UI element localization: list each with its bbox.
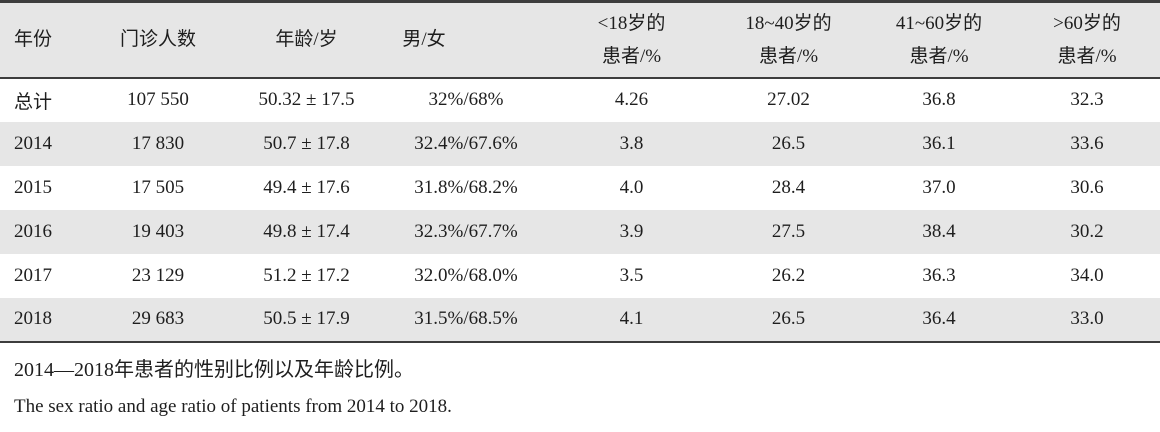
cell-male-female: 32.4%/67.6% [382, 121, 550, 166]
cell-outpatient-count: 107 550 [127, 89, 189, 110]
cell-male-female: 32%/68% [428, 89, 504, 110]
table-row-2014: 2014 17 830 50.7 ± 17.8 32.4%/67.6% 3.8 … [0, 121, 1160, 166]
col-header-label-line2: 患者/% [909, 45, 969, 67]
cell-41to60: 38.4 [864, 209, 1014, 254]
col-header-over60: >60岁的 患者/% [1014, 1, 1160, 79]
table-caption: 2014—2018年患者的性别比例以及年龄比例。 The sex ratio a… [0, 343, 1160, 421]
cell-18to40: 26.5 [713, 297, 864, 342]
cell-over60: 30.6 [1070, 176, 1104, 198]
cell-male-female: 32.0%/68.0% [414, 264, 518, 286]
cell-under18: 3.8 [550, 121, 713, 166]
cell-over60: 34.0 [1070, 264, 1104, 286]
cell-18to40: 27.5 [713, 209, 864, 254]
cell-age: 50.5 ± 17.9 [231, 297, 382, 342]
cell-age: 49.8 ± 17.4 [231, 209, 382, 254]
col-header-label-line2: 患者/% [601, 45, 662, 67]
cell-over60: 30.2 [1014, 209, 1160, 254]
cell-year: 总计 [14, 91, 53, 113]
col-header-label-line1: 41~60岁的 [895, 12, 983, 34]
cell-under18: 4.1 [550, 297, 713, 342]
cell-under18: 3.9 [550, 209, 713, 254]
cell-under18: 4.26 [614, 89, 649, 110]
cell-year: 2014 [0, 121, 85, 166]
cell-41to60: 36.1 [864, 121, 1014, 166]
cell-41to60: 37.0 [922, 176, 956, 198]
col-header-under18: <18岁的 患者/% [550, 1, 713, 79]
cell-year: 2015 [14, 176, 52, 198]
col-header-label-line1: 18~40岁的 [745, 12, 832, 34]
cell-18to40: 26.2 [771, 264, 806, 286]
cell-under18: 3.5 [619, 264, 644, 286]
col-header-label-line2: 患者/% [1057, 45, 1117, 67]
cell-year: 2018 [0, 297, 85, 342]
col-header-label: 年龄/岁 [275, 29, 338, 51]
cell-outpatient-count: 17 505 [131, 176, 185, 198]
col-header-label: 男/女 [402, 29, 446, 51]
cell-over60: 33.0 [1014, 297, 1160, 342]
caption-chinese: 2014—2018年患者的性别比例以及年龄比例。 [14, 358, 414, 381]
cell-male-female: 31.8%/68.2% [414, 176, 518, 198]
col-header-label-line1: <18岁的 [597, 12, 666, 34]
col-header-label: 年份 [14, 29, 53, 51]
cell-year: 2017 [14, 264, 52, 286]
cell-age: 50.7 ± 17.8 [231, 121, 382, 166]
cell-age: 51.2 ± 17.2 [263, 264, 350, 286]
cell-outpatient-count: 23 129 [131, 264, 185, 286]
cell-age: 50.32 ± 17.5 [258, 89, 355, 110]
cell-outpatient-count: 29 683 [85, 297, 231, 342]
col-header-label: 门诊人数 [119, 29, 196, 51]
col-header-41to60: 41~60岁的 患者/% [864, 1, 1014, 79]
col-header-male-female: 男/女 [382, 1, 550, 79]
col-header-18to40: 18~40岁的 患者/% [713, 1, 864, 79]
col-header-year: 年份 [0, 1, 85, 79]
table-row-2016: 2016 19 403 49.8 ± 17.4 32.3%/67.7% 3.9 … [0, 209, 1160, 254]
col-header-outpatient-count: 门诊人数 [85, 1, 231, 79]
col-header-label-line2: 患者/% [758, 45, 819, 67]
table-row-2017: 2017 23 129 51.2 ± 17.2 32.0%/68.0% 3.5 … [0, 254, 1160, 298]
cell-41to60: 36.8 [922, 89, 956, 110]
table-row-2015: 2015 17 505 49.4 ± 17.6 31.8%/68.2% 4.0 … [0, 166, 1160, 210]
cell-year: 2016 [0, 209, 85, 254]
cell-outpatient-count: 19 403 [85, 209, 231, 254]
cell-over60: 33.6 [1014, 121, 1160, 166]
cell-41to60: 36.4 [864, 297, 1014, 342]
cell-under18: 4.0 [619, 176, 644, 198]
cell-41to60: 36.3 [922, 264, 956, 286]
cell-18to40: 26.5 [713, 121, 864, 166]
cell-outpatient-count: 17 830 [85, 121, 231, 166]
cell-age: 49.4 ± 17.6 [263, 176, 350, 198]
cell-male-female: 31.5%/68.5% [382, 297, 550, 342]
caption-english: The sex ratio and age ratio of patients … [14, 395, 452, 417]
cell-18to40: 27.02 [767, 89, 810, 110]
header-row: 年份 门诊人数 年龄/岁 男/女 <18岁的 患者/% 18~40岁的 患者/% [0, 1, 1160, 79]
col-header-label-line1: >60岁的 [1053, 12, 1121, 34]
table-row-total: 总计 107 550 50.32 ± 17.5 32%/68% 4.26 27.… [0, 78, 1160, 122]
cell-18to40: 28.4 [771, 176, 806, 198]
cell-over60: 32.3 [1070, 89, 1104, 110]
col-header-age: 年龄/岁 [231, 1, 382, 79]
table-row-2018: 2018 29 683 50.5 ± 17.9 31.5%/68.5% 4.1 … [0, 297, 1160, 342]
cell-male-female: 32.3%/67.7% [382, 209, 550, 254]
patient-statistics-table: 年份 门诊人数 年龄/岁 男/女 <18岁的 患者/% 18~40岁的 患者/% [0, 0, 1160, 343]
